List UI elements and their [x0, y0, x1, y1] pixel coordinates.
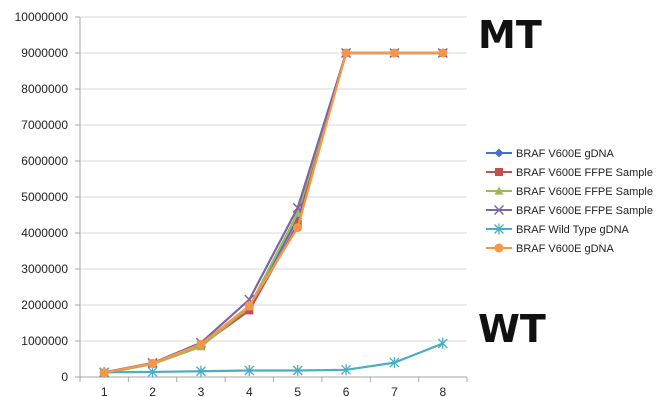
series-3	[99, 48, 448, 377]
y-tick-label: 6000000	[21, 154, 68, 168]
data-point	[244, 301, 254, 311]
x-tick-label: 1	[101, 385, 108, 397]
data-point	[341, 48, 351, 58]
series-line	[103, 51, 443, 374]
legend-entry-1: BRAF V600E gDNA	[486, 148, 614, 160]
x-tick-label: 7	[391, 385, 398, 397]
series-4	[99, 47, 448, 378]
legend-swatch-marker	[494, 223, 504, 235]
plot-area	[99, 47, 448, 378]
data-point	[196, 339, 206, 349]
y-tick-labels: 0 1000000 2000000 3000000 4000000 5000000 6000…	[15, 10, 69, 384]
y-tick-label: 4000000	[21, 226, 68, 240]
legend-label: BRAF V600E gDNA	[516, 243, 614, 255]
gridlines	[80, 16, 467, 342]
data-point	[147, 366, 158, 378]
legend-label: BRAF V600E FFPE Sample	[516, 205, 653, 217]
y-tick-label: 5000000	[21, 190, 68, 204]
y-tick-label: 7000000	[21, 118, 68, 132]
data-point	[293, 208, 303, 217]
legend-entry-5: BRAF Wild Type gDNA	[486, 223, 630, 236]
data-point	[195, 365, 206, 377]
y-tick-label: 1000000	[21, 334, 68, 348]
annotation-wt: WT	[478, 307, 546, 351]
legend-label: BRAF V600E FFPE Sample	[516, 186, 653, 198]
x-tick-label: 4	[246, 385, 253, 397]
data-point	[389, 357, 400, 369]
x-tick-label: 5	[294, 385, 301, 397]
data-point	[244, 365, 255, 377]
x-tick-label: 8	[439, 385, 446, 397]
axes	[75, 16, 468, 382]
series-line	[103, 51, 443, 374]
x-tick-labels: 1 2 3 4 5 6 7 8	[101, 385, 447, 397]
series-line	[104, 342, 444, 374]
x-tick-label: 3	[198, 385, 205, 397]
data-point	[438, 48, 448, 58]
legend-swatch-marker	[495, 168, 503, 176]
annotation-mt: MT	[478, 13, 542, 57]
legend-label: BRAF Wild Type gDNA	[516, 224, 630, 236]
x-tick-label: 2	[149, 385, 156, 397]
legend-entry-2: BRAF V600E FFPE Sample	[486, 167, 653, 179]
y-tick-label: 8000000	[21, 82, 68, 96]
series-line	[103, 51, 443, 375]
y-tick-label: 9000000	[21, 46, 68, 60]
legend-swatch-marker	[494, 243, 504, 253]
data-point	[293, 223, 303, 233]
y-tick-label: 3000000	[21, 262, 68, 276]
data-point	[292, 365, 303, 377]
series-6	[99, 48, 448, 378]
legend-entry-3: BRAF V600E FFPE Sample	[486, 186, 653, 198]
legend-swatch-marker	[493, 204, 505, 216]
series-2	[100, 49, 447, 378]
data-point	[292, 202, 303, 213]
legend-entry-6: BRAF V600E gDNA	[486, 243, 614, 255]
series-line	[103, 51, 443, 375]
legend-label: BRAF V600E FFPE Sample	[516, 167, 653, 179]
x-tick-label: 6	[343, 385, 350, 397]
legend: BRAF V600E gDNA BRAF V600E FFPE Sample BRA…	[486, 148, 653, 255]
data-point	[99, 368, 109, 378]
series-line	[103, 51, 443, 374]
series-5	[99, 338, 448, 378]
y-tick-label: 10000000	[15, 10, 69, 24]
series-1	[99, 48, 448, 378]
legend-swatch-marker	[494, 148, 504, 158]
data-point	[341, 364, 352, 376]
data-point	[148, 358, 158, 368]
data-point	[437, 338, 448, 350]
legend-entry-4: BRAF V600E FFPE Sample	[486, 204, 653, 217]
legend-swatch-marker	[494, 186, 504, 195]
legend-label: BRAF V600E gDNA	[516, 148, 614, 160]
y-tick-label: 0	[61, 370, 68, 384]
y-tick-label: 2000000	[21, 298, 68, 312]
data-point	[389, 48, 399, 58]
